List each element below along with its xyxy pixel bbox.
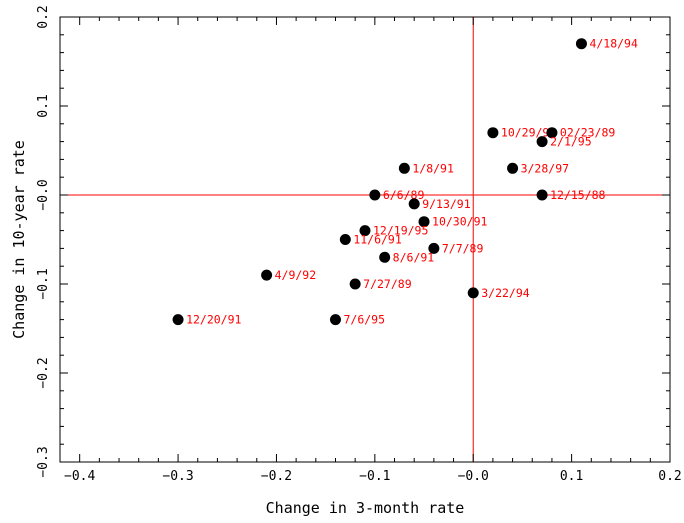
data-point	[261, 269, 273, 281]
y-axis-ticks: −0.3 −0.2 −0.1 −0.0 0.1 0.2	[36, 5, 670, 478]
point-label: 6/6/89	[383, 188, 425, 202]
point-label: 12/15/88	[550, 188, 605, 202]
data-point	[575, 38, 587, 50]
data-point	[369, 189, 381, 201]
data-point	[379, 251, 391, 263]
point-label: 7/7/89	[442, 241, 484, 255]
data-point	[329, 314, 341, 326]
point-label: 02/23/89	[560, 126, 615, 140]
y-tick-label: −0.0	[36, 179, 51, 210]
y-tick-label: −0.2	[36, 357, 51, 388]
data-point	[172, 314, 184, 326]
x-tick-label: −0.1	[359, 469, 390, 484]
point-label: 11/6/91	[353, 233, 402, 247]
data-point	[359, 225, 371, 237]
data-point	[408, 198, 420, 210]
point-label: 3/22/94	[481, 286, 530, 300]
point-label: 3/28/97	[521, 161, 570, 175]
x-tick-label: −0.2	[261, 469, 292, 484]
x-tick-label: −0.3	[162, 469, 193, 484]
data-point	[349, 278, 361, 290]
data-point	[428, 242, 440, 254]
data-point	[418, 216, 430, 228]
point-label: 1/8/91	[412, 161, 454, 175]
x-tick-label: −0.0	[458, 469, 489, 484]
data-point	[507, 162, 519, 174]
data-point	[467, 287, 479, 299]
y-tick-label: −0.3	[36, 446, 51, 477]
point-label: 12/19/95	[373, 224, 428, 238]
y-tick-label: 0.2	[36, 5, 51, 28]
x-tick-label: −0.4	[64, 469, 95, 484]
x-tick-label: 0.2	[658, 469, 681, 484]
point-label: 12/20/91	[186, 313, 241, 327]
y-axis-label: Change in 10-year rate	[10, 140, 28, 339]
point-label: 4/9/92	[275, 268, 317, 282]
point-label: 9/13/91	[422, 197, 471, 211]
plot-frame	[59, 16, 671, 463]
data-point	[487, 127, 499, 139]
point-label: 8/6/91	[393, 250, 435, 264]
x-axis-label: Change in 3-month rate	[266, 499, 465, 517]
data-point	[536, 189, 548, 201]
y-tick-label: −0.1	[36, 268, 51, 299]
point-label: 7/27/89	[363, 277, 412, 291]
point-label: 2/1/95	[550, 135, 592, 149]
point-label: 7/6/95	[343, 313, 385, 327]
data-point	[398, 162, 410, 174]
y-tick-label: 0.1	[36, 94, 51, 117]
x-tick-label: 0.1	[560, 469, 583, 484]
data-point	[339, 234, 351, 245]
x-axis-ticks: −0.4 −0.3 −0.2 −0.1 −0.0 0.1 0.2	[59, 17, 682, 484]
data-point	[536, 136, 548, 148]
data-point	[546, 127, 558, 139]
point-label: 4/18/94	[589, 37, 638, 51]
point-label: 10/30/91	[432, 215, 487, 229]
